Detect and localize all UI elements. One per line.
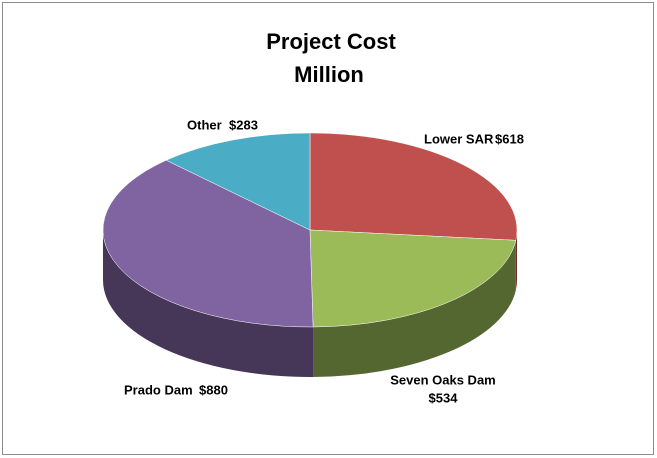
- pie-slice: [165, 132, 311, 231]
- pie-slice: [102, 159, 314, 328]
- pie-slice: [309, 132, 518, 241]
- chart-subtitle: Million: [294, 62, 364, 87]
- pie-tops: [102, 132, 518, 328]
- value-label: $618: [495, 131, 524, 146]
- value-label: $283: [229, 117, 258, 132]
- slice-side: [515, 230, 517, 291]
- category-label: Lower SAR: [424, 131, 494, 146]
- slice-side: [103, 230, 314, 377]
- category-label: Seven Oaks Dam: [390, 372, 496, 387]
- slice-side: [313, 240, 516, 377]
- category-label: Other: [187, 117, 222, 132]
- data-labels: Lower SAR $618 Seven Oaks Dam $534 Prado Dam…: [124, 117, 524, 405]
- pie-slice: [309, 229, 517, 328]
- pie-sides: [103, 230, 517, 377]
- value-label: $534: [429, 390, 459, 405]
- category-label: Prado Dam: [124, 382, 193, 397]
- chart-title: Project Cost: [266, 29, 396, 54]
- value-label: $880: [199, 382, 228, 397]
